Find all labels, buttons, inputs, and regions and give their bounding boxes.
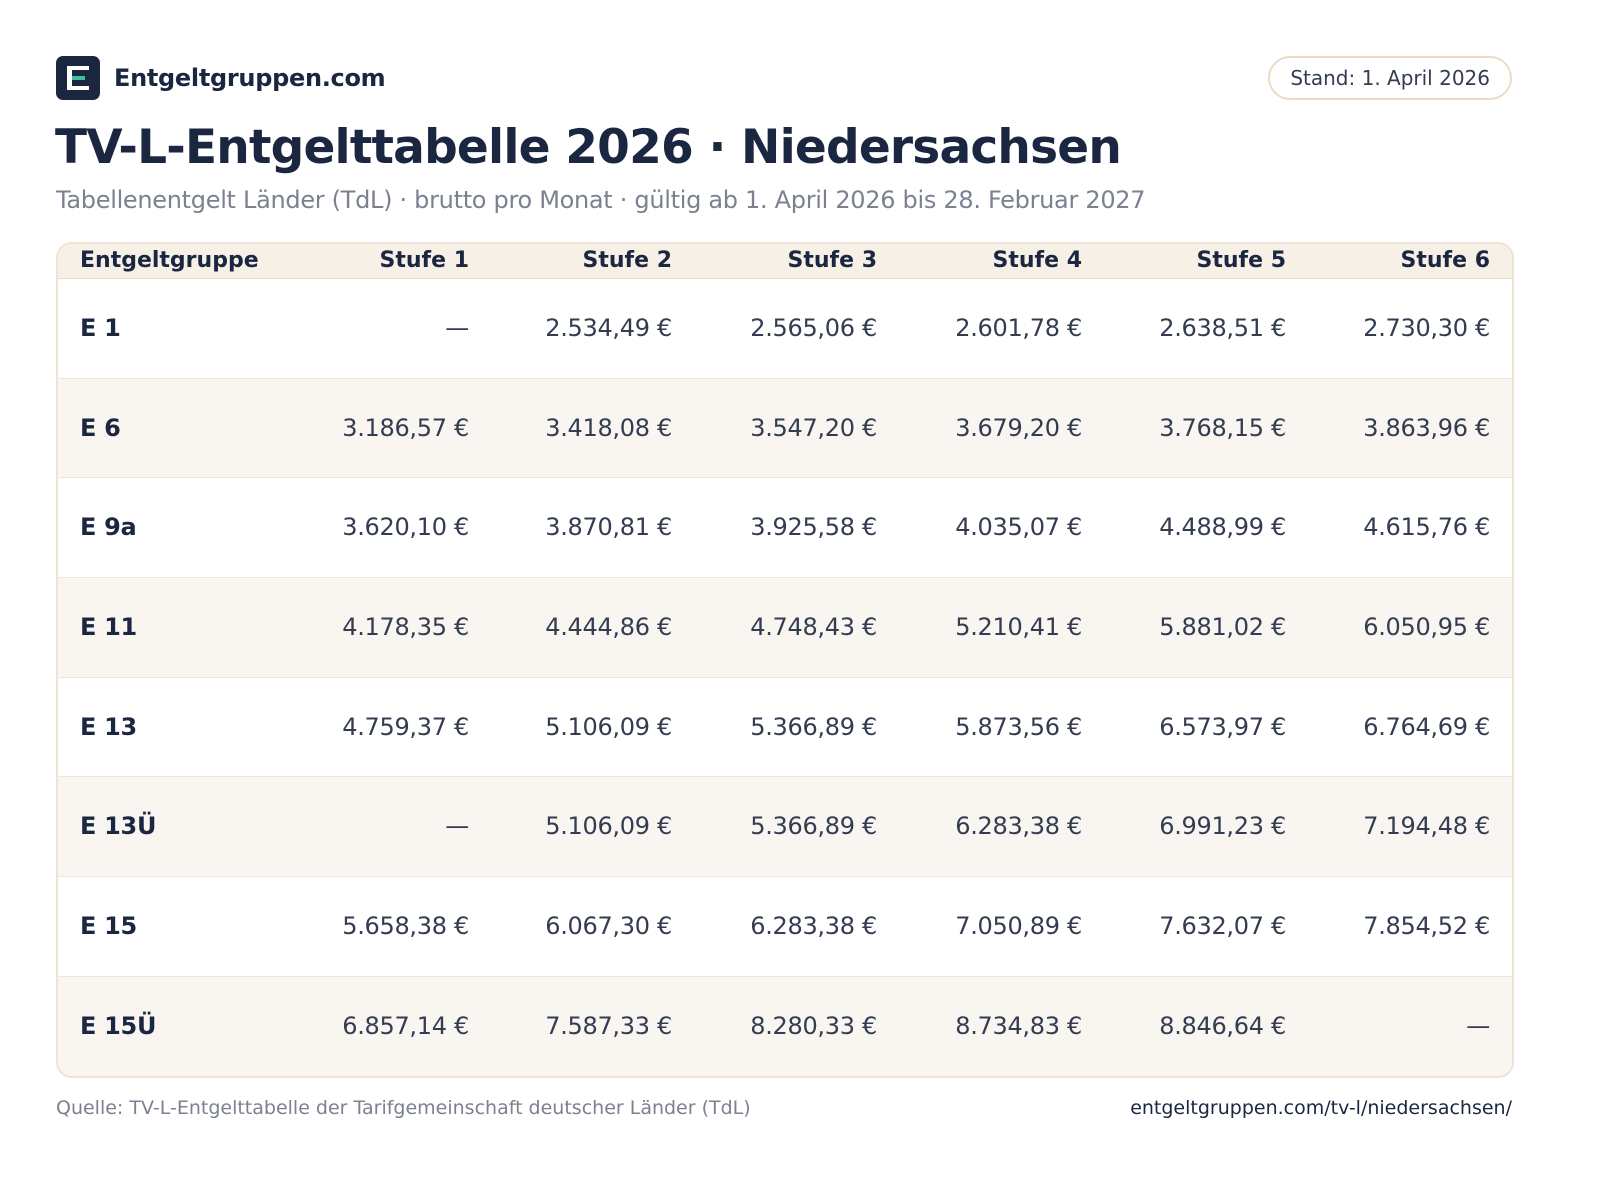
value-cell: 5.210,41 €	[955, 613, 1082, 642]
value-cell: 6.067,30 €	[545, 912, 672, 941]
stand-badge: Stand: 1. April 2026	[1268, 56, 1512, 100]
brand-name[interactable]: Entgeltgruppen.com	[114, 64, 386, 92]
value-cell: 2.565,06 €	[750, 314, 877, 342]
column-header-stufe-1: Stufe 1	[379, 248, 469, 273]
value-cell: 4.444,86 €	[545, 613, 672, 642]
group-cell: E 13Ü	[80, 812, 157, 841]
table-row: E 9a 3.620,10 € 3.870,81 € 3.925,58 € 4.…	[58, 478, 1512, 579]
column-header-stufe-3: Stufe 3	[787, 248, 877, 273]
table-row: E 13 4.759,37 € 5.106,09 € 5.366,89 € 5.…	[58, 678, 1512, 778]
column-header-stufe-4: Stufe 4	[992, 248, 1082, 273]
value-cell: 4.748,43 €	[750, 613, 877, 642]
value-cell: 2.601,78 €	[955, 314, 1082, 342]
value-cell: 2.534,49 €	[545, 314, 672, 342]
value-cell: —	[445, 314, 469, 342]
table-row: E 13Ü — 5.106,09 € 5.366,89 € 6.283,38 €…	[58, 777, 1512, 878]
value-cell: 4.759,37 €	[342, 712, 469, 741]
value-cell: 4.035,07 €	[955, 513, 1082, 542]
value-cell: 3.768,15 €	[1159, 413, 1286, 442]
value-cell: 8.846,64 €	[1159, 1011, 1286, 1040]
group-cell: E 1	[80, 314, 121, 342]
group-cell: E 15Ü	[80, 1011, 157, 1040]
value-cell: 3.418,08 €	[545, 413, 672, 442]
page-title: TV-L-Entgelttabelle 2026 · Niedersachsen	[55, 120, 1122, 175]
value-cell: 3.186,57 €	[342, 413, 469, 442]
value-cell: 7.854,52 €	[1363, 912, 1490, 941]
value-cell: 6.573,97 €	[1159, 712, 1286, 741]
value-cell: 3.863,96 €	[1363, 413, 1490, 442]
table-row: E 15 5.658,38 € 6.067,30 € 6.283,38 € 7.…	[58, 877, 1512, 977]
page-subtitle: Tabellenentgelt Länder (TdL) · brutto pr…	[56, 186, 1146, 214]
value-cell: 4.178,35 €	[342, 613, 469, 642]
value-cell: 3.547,20 €	[750, 413, 877, 442]
value-cell: 5.881,02 €	[1159, 613, 1286, 642]
logo-e-icon	[67, 66, 89, 90]
table-row: E 11 4.178,35 € 4.444,86 € 4.748,43 € 5.…	[58, 578, 1512, 678]
value-cell: 5.366,89 €	[750, 812, 877, 841]
value-cell: 3.870,81 €	[545, 513, 672, 542]
footer-url-link[interactable]: entgeltgruppen.com/tv-l/niedersachsen/	[1130, 1097, 1512, 1119]
table-row: E 6 3.186,57 € 3.418,08 € 3.547,20 € 3.6…	[58, 378, 1512, 479]
logo-icon[interactable]	[56, 56, 100, 100]
group-cell: E 13	[80, 712, 137, 741]
page-header: Entgeltgruppen.com Stand: 1. April 2026	[56, 56, 1512, 102]
value-cell: 8.280,33 €	[750, 1011, 877, 1040]
value-cell: 6.283,38 €	[955, 812, 1082, 841]
group-cell: E 15	[80, 912, 137, 941]
group-cell: E 9a	[80, 513, 137, 542]
value-cell: 7.050,89 €	[955, 912, 1082, 941]
value-cell: 5.873,56 €	[955, 712, 1082, 741]
value-cell: 6.283,38 €	[750, 912, 877, 941]
value-cell: 5.658,38 €	[342, 912, 469, 941]
value-cell: 2.730,30 €	[1363, 314, 1490, 342]
value-cell: —	[1466, 1011, 1490, 1040]
group-cell: E 11	[80, 613, 137, 642]
table-header-row: Entgeltgruppe Stufe 1 Stufe 2 Stufe 3 St…	[58, 244, 1512, 279]
value-cell: 2.638,51 €	[1159, 314, 1286, 342]
value-cell: 5.366,89 €	[750, 712, 877, 741]
column-header-stufe-6: Stufe 6	[1400, 248, 1490, 273]
value-cell: 6.991,23 €	[1159, 812, 1286, 841]
value-cell: —	[445, 812, 469, 841]
column-header-stufe-5: Stufe 5	[1196, 248, 1286, 273]
value-cell: 7.194,48 €	[1363, 812, 1490, 841]
value-cell: 5.106,09 €	[545, 812, 672, 841]
column-header-stufe-2: Stufe 2	[582, 248, 672, 273]
table-row: E 15Ü 6.857,14 € 7.587,33 € 8.280,33 € 8…	[58, 976, 1512, 1076]
group-cell: E 6	[80, 413, 121, 442]
value-cell: 6.764,69 €	[1363, 712, 1490, 741]
value-cell: 7.587,33 €	[545, 1011, 672, 1040]
salary-table: Entgeltgruppe Stufe 1 Stufe 2 Stufe 3 St…	[56, 242, 1514, 1078]
value-cell: 8.734,83 €	[955, 1011, 1082, 1040]
value-cell: 3.925,58 €	[750, 513, 877, 542]
value-cell: 3.679,20 €	[955, 413, 1082, 442]
value-cell: 5.106,09 €	[545, 712, 672, 741]
value-cell: 6.050,95 €	[1363, 613, 1490, 642]
value-cell: 7.632,07 €	[1159, 912, 1286, 941]
source-note: Quelle: TV-L-Entgelttabelle der Tarifgem…	[56, 1097, 751, 1119]
value-cell: 3.620,10 €	[342, 513, 469, 542]
value-cell: 4.488,99 €	[1159, 513, 1286, 542]
value-cell: 4.615,76 €	[1363, 513, 1490, 542]
table-row: E 1 — 2.534,49 € 2.565,06 € 2.601,78 € 2…	[58, 279, 1512, 379]
column-header-entgeltgruppe: Entgeltgruppe	[80, 248, 259, 273]
value-cell: 6.857,14 €	[342, 1011, 469, 1040]
